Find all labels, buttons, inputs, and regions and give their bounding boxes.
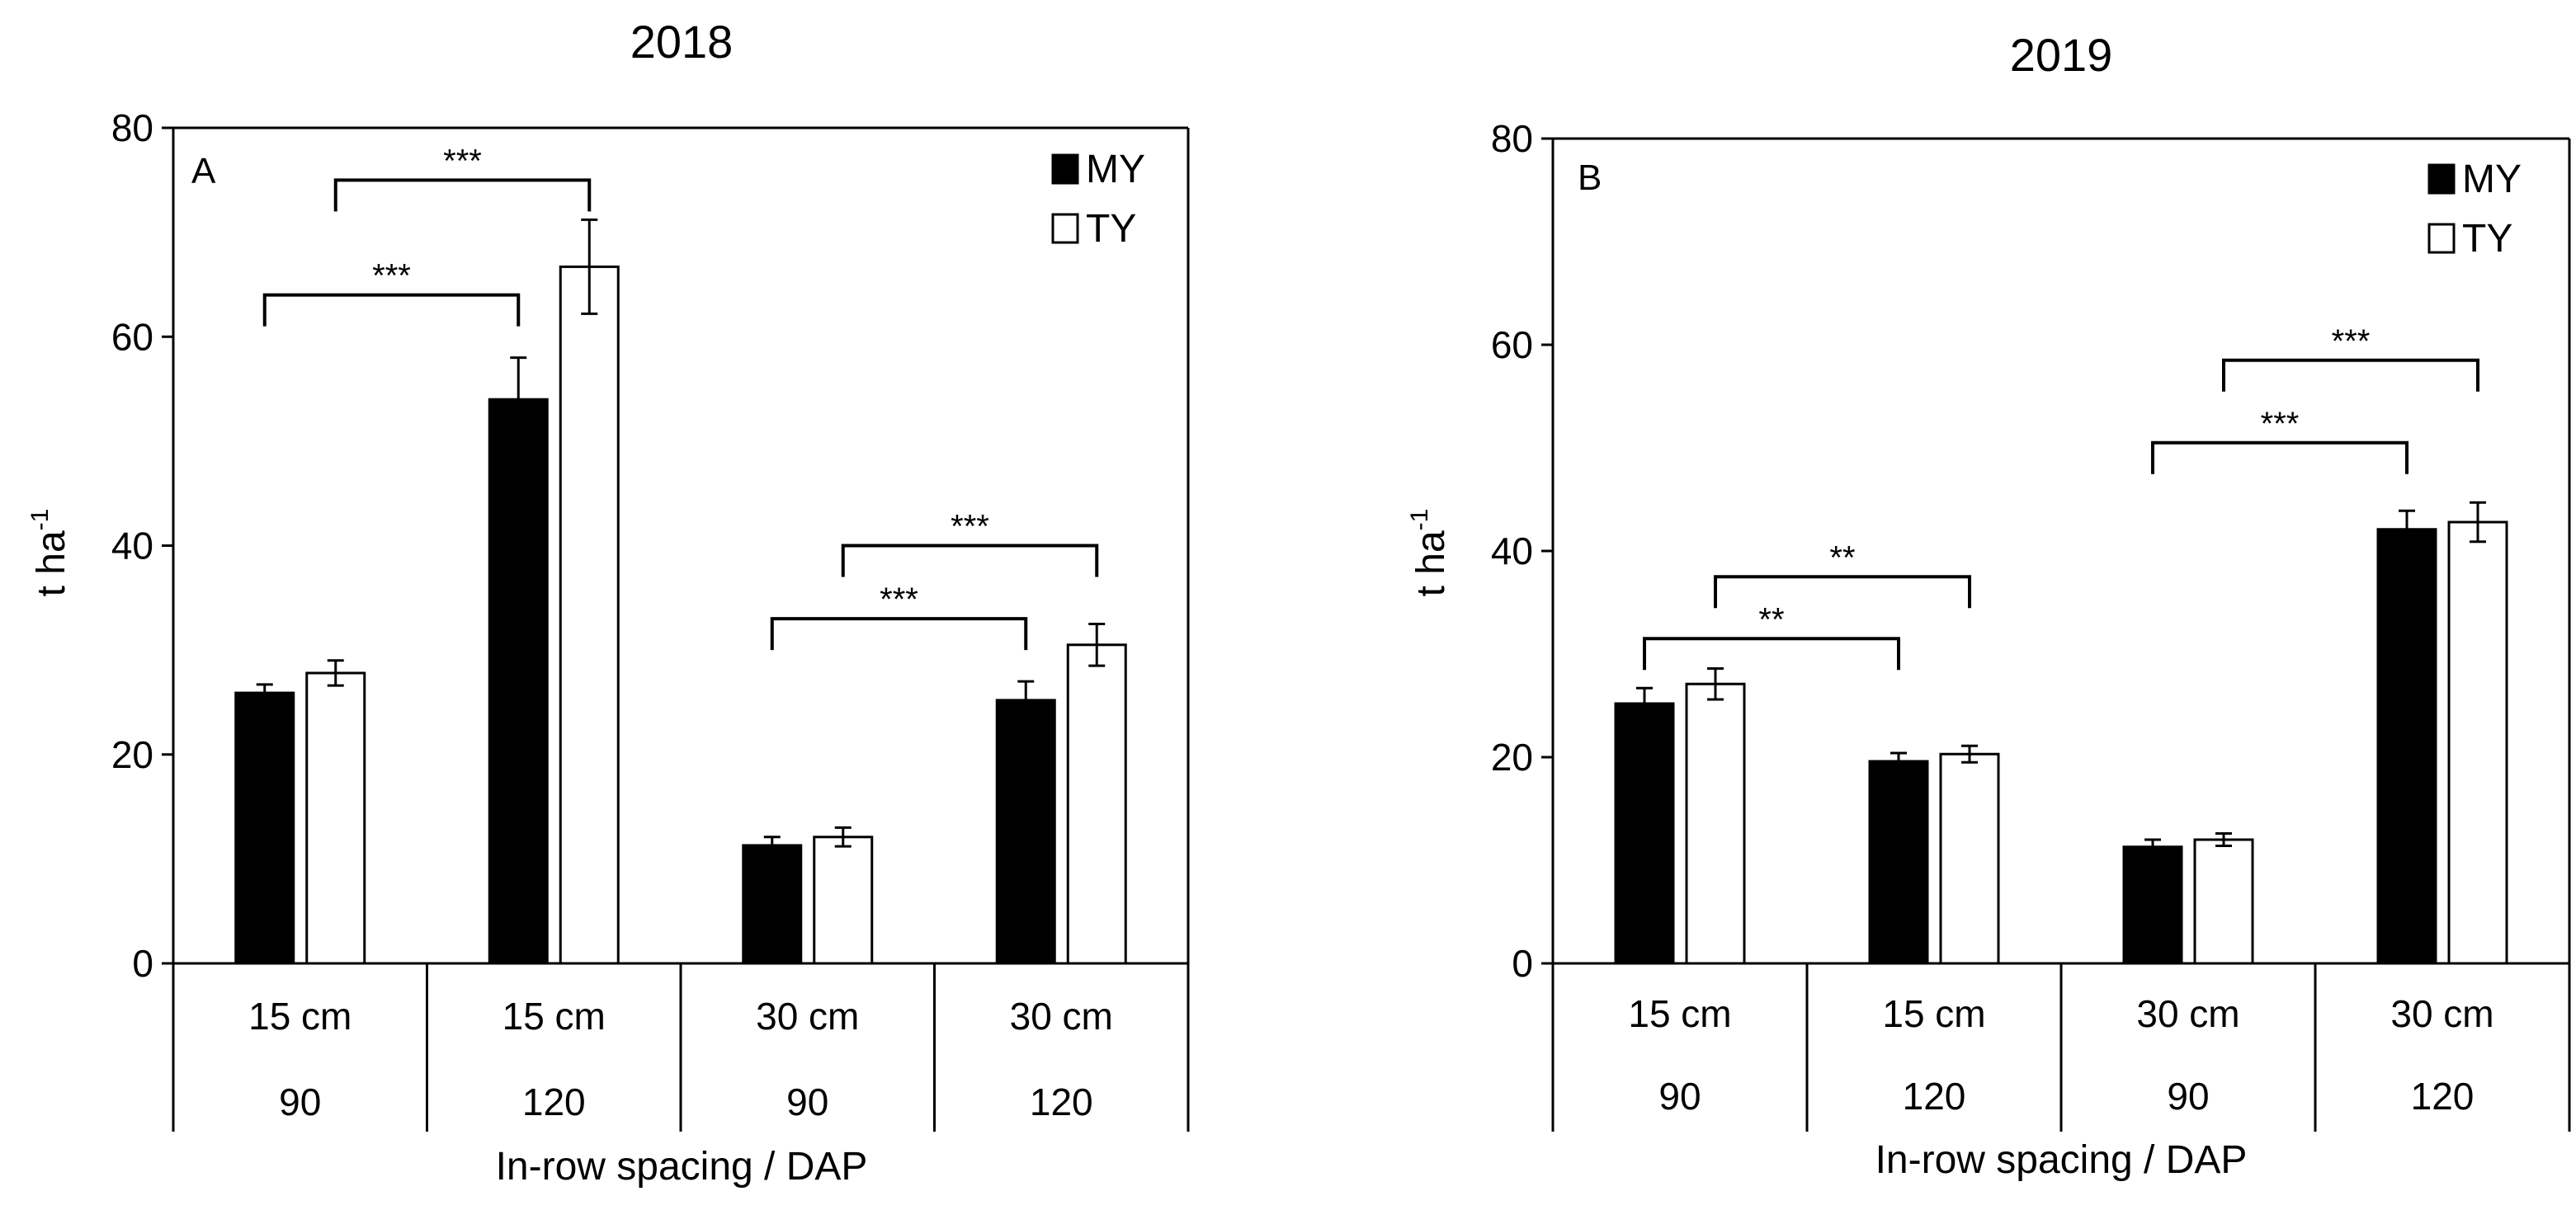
significance-bracket <box>1643 637 1900 671</box>
legend-label-my: MY <box>1086 148 1145 191</box>
y-tick-label: 20 <box>111 733 153 776</box>
y-ticks: 0 20 40 60 80 <box>1491 117 1553 985</box>
y-tick-label: 60 <box>1491 323 1533 366</box>
plot-frame <box>1551 137 2571 1132</box>
svg-text:t ha-1: t ha-1 <box>1406 509 1453 597</box>
x-category-dap: 90 <box>786 1081 828 1123</box>
bar-ty <box>1685 682 1746 965</box>
significance-bracket <box>841 544 1099 577</box>
legend-label-ty: TY <box>1086 207 1136 251</box>
significance-label: *** <box>443 143 482 179</box>
y-tick-label: 0 <box>1512 942 1533 985</box>
legend-label-ty: TY <box>2462 217 2512 261</box>
x-category-spacing: 30 cm <box>2136 992 2239 1035</box>
x-category-spacing: 15 cm <box>502 995 606 1038</box>
x-axis-title: In-row spacing / DAP <box>496 1145 868 1189</box>
bar-my <box>2122 845 2183 965</box>
y-axis-title: t ha-1 <box>1406 509 1453 597</box>
significance-label: ** <box>1758 601 1784 638</box>
legend: MY TY <box>1051 148 1145 251</box>
bar-my <box>995 699 1056 965</box>
plot-frame <box>172 126 1190 1132</box>
x-category-dap: 120 <box>1903 1075 1966 1118</box>
legend-swatch-my <box>1051 153 1079 185</box>
significance-bracket <box>262 293 521 327</box>
bar-ty <box>2447 520 2508 965</box>
x-category-dap: 120 <box>2411 1075 2475 1118</box>
bar-my <box>1868 760 1929 965</box>
x-axis-title: In-row spacing / DAP <box>1875 1138 2248 1182</box>
y-tick-label: 40 <box>1491 530 1533 572</box>
significance-bracket <box>333 178 592 212</box>
x-category-spacing: 30 cm <box>2390 992 2493 1035</box>
significance-bracket <box>1714 575 1971 609</box>
y-tick-label: 80 <box>111 106 153 149</box>
y-tick-label: 20 <box>1491 736 1533 779</box>
x-category-dap: 90 <box>279 1081 321 1123</box>
legend: MY TY <box>2427 158 2522 261</box>
legend-label-my: MY <box>2462 158 2522 201</box>
x-category-spacing: 30 cm <box>1010 995 1113 1038</box>
significance-label: *** <box>951 509 989 545</box>
y-tick-label: 80 <box>1491 117 1533 160</box>
bar-ty <box>1939 752 2000 965</box>
legend-swatch-ty <box>2427 223 2456 254</box>
chart-title: 2019 <box>2010 29 2113 81</box>
chart-2019: 2019 B t ha-1 In-row spacing / DAP 0 20 40… <box>1406 29 2571 1182</box>
bar-ty <box>2193 838 2254 965</box>
bar-ty <box>305 671 366 965</box>
y-tick-label: 40 <box>111 525 153 567</box>
y-tick-label: 0 <box>132 942 153 985</box>
y-axis-title-exponent: -1 <box>1406 509 1433 531</box>
y-axis-title-text: t ha <box>30 530 73 596</box>
x-category-spacing: 15 cm <box>1882 992 1985 1035</box>
y-axis-title-text: t ha <box>1409 530 1453 596</box>
y-axis-title-exponent: -1 <box>26 509 54 531</box>
x-category-spacing: 15 cm <box>1628 992 1731 1035</box>
legend-swatch-my <box>2427 163 2456 195</box>
x-categories: 15 cm 90 15 cm 120 30 cm 90 30 cm 120 <box>248 995 1113 1123</box>
bar-my <box>2376 528 2437 965</box>
bar-my <box>742 844 803 965</box>
bars <box>234 218 1127 965</box>
bar-ty <box>813 836 874 965</box>
y-axis-title: t ha-1 <box>26 509 73 597</box>
significance-bracket <box>2222 358 2479 392</box>
bar-ty <box>559 265 620 965</box>
significance-label: *** <box>2261 406 2300 442</box>
x-category-dap: 90 <box>2167 1075 2209 1118</box>
significance-label: *** <box>372 258 411 294</box>
chart-title: 2018 <box>630 16 734 68</box>
x-category-spacing: 30 cm <box>756 995 859 1038</box>
x-category-dap: 120 <box>522 1081 586 1123</box>
x-categories: 15 cm 90 15 cm 120 30 cm 90 30 cm 120 <box>1628 992 2493 1118</box>
chart-2018: 2018 A t ha-1 In-row spacing / DAP 0 20 40… <box>26 16 1190 1189</box>
significance-bracket <box>770 617 1028 651</box>
significance-label: *** <box>2332 323 2371 360</box>
bar-my <box>488 398 549 965</box>
svg-text:t ha-1: t ha-1 <box>26 509 73 597</box>
legend-swatch-ty <box>1051 213 1079 244</box>
x-category-dap: 90 <box>1658 1075 1701 1118</box>
bar-ty <box>1066 643 1127 965</box>
significance-brackets: *** *** *** *** <box>262 143 1099 651</box>
panel-label: A <box>191 151 216 191</box>
significance-label: *** <box>880 581 918 618</box>
significance-brackets: ********** <box>1643 323 2479 671</box>
y-ticks: 0 20 40 60 80 <box>111 106 173 985</box>
bars <box>1614 501 2508 965</box>
x-category-dap: 120 <box>1030 1081 1093 1123</box>
panel-label: B <box>1578 158 1602 198</box>
significance-label: ** <box>1829 539 1855 576</box>
bar-my <box>1614 702 1675 965</box>
y-tick-label: 60 <box>111 315 153 358</box>
significance-bracket <box>2151 440 2409 474</box>
bar-my <box>234 691 295 965</box>
x-category-spacing: 15 cm <box>248 995 351 1038</box>
